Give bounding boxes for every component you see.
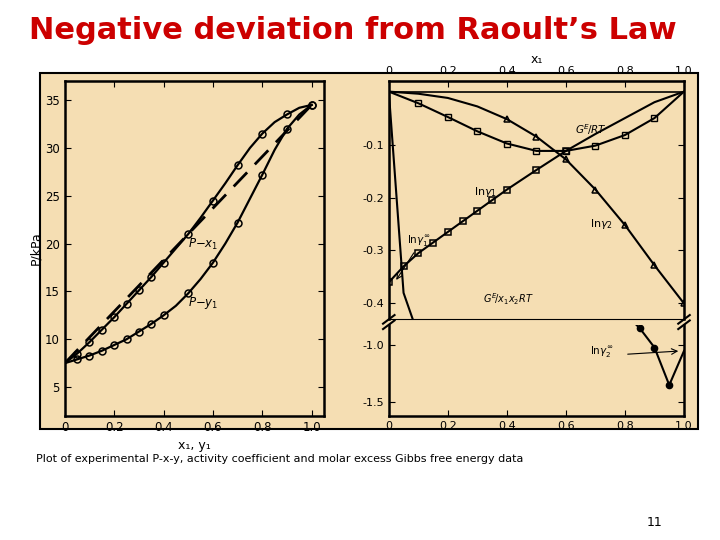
Text: $\ln\!\gamma_2$: $\ln\!\gamma_2$ — [590, 217, 613, 231]
Text: $\ln\!\gamma_2^\infty$: $\ln\!\gamma_2^\infty$ — [590, 345, 613, 359]
Text: Negative deviation from Raoult’s Law: Negative deviation from Raoult’s Law — [29, 16, 676, 45]
Text: $P\mathrm{-}x_1$: $P\mathrm{-}x_1$ — [188, 238, 219, 253]
Text: $\ln\!\gamma_1^\infty$: $\ln\!\gamma_1^\infty$ — [407, 233, 430, 247]
Text: Plot of experimental P-x-y, activity coefficient and molar excess Gibbs free ene: Plot of experimental P-x-y, activity coe… — [36, 454, 523, 464]
Y-axis label: P/kPa: P/kPa — [30, 232, 42, 265]
X-axis label: x₁: x₁ — [530, 53, 543, 66]
X-axis label: x₁, y₁: x₁, y₁ — [178, 439, 211, 452]
Text: $\ln\!\gamma_1$: $\ln\!\gamma_1$ — [474, 185, 498, 199]
Text: $G^E\!/x_1x_2RT$: $G^E\!/x_1x_2RT$ — [483, 292, 534, 307]
Text: $P\mathrm{-}y_1$: $P\mathrm{-}y_1$ — [188, 295, 219, 311]
Text: $G^E\!/RT$: $G^E\!/RT$ — [575, 122, 606, 137]
Text: 11: 11 — [647, 516, 662, 529]
